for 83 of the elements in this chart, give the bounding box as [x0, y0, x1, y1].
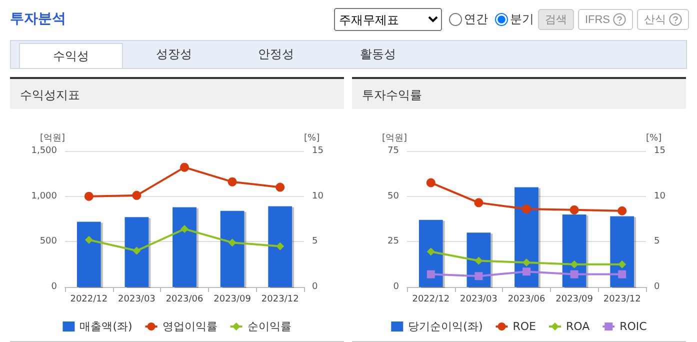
y-axis-title: [억원]: [40, 134, 65, 144]
bar: [562, 214, 586, 287]
point: [618, 260, 626, 268]
chart-title: 투자수익률: [352, 79, 686, 109]
legend-label: 매출액(좌): [80, 320, 132, 333]
text: 활동성: [359, 46, 397, 63]
text: 분기: [508, 11, 534, 28]
y-tick-label: 50: [388, 191, 400, 202]
point: [276, 182, 285, 192]
point: [570, 205, 579, 214]
text: 연간: [462, 11, 488, 28]
x-tick-label: 2023/03: [118, 294, 156, 304]
point: [522, 258, 530, 267]
y-tick-label: 75: [388, 146, 399, 156]
text: 검색: [538, 9, 574, 30]
bar: [124, 217, 149, 287]
text: IFRS: [578, 9, 633, 30]
text: 수익성: [19, 43, 123, 68]
x-tick-label: 2023/12: [603, 294, 641, 304]
point: [132, 246, 141, 255]
x-tick-label: 2022/12: [412, 294, 450, 304]
point: [276, 242, 284, 250]
point: [570, 260, 578, 268]
point: [474, 272, 483, 280]
bar: [268, 206, 292, 287]
y2-tick-label: 5: [312, 236, 318, 247]
y-tick-label: 500: [40, 236, 58, 247]
y2-axis-title: [%]: [646, 134, 662, 144]
y2-tick-label: 10: [312, 191, 324, 202]
y-tick-label: 0: [51, 282, 58, 292]
bar: [220, 210, 244, 287]
y2-tick-label: 15: [312, 146, 324, 156]
point: [180, 224, 188, 233]
y-tick-label: 0: [393, 282, 400, 292]
legend-label: 순이익률: [247, 320, 292, 333]
bar: [418, 220, 443, 287]
y2-tick-label: 10: [654, 191, 666, 202]
point: [426, 178, 436, 188]
point: [522, 204, 531, 214]
text: 산식: [637, 9, 689, 30]
point: [84, 236, 93, 244]
y2-axis-title: [%]: [304, 134, 320, 144]
bar: [610, 216, 634, 287]
text: 주재무제표: [334, 8, 442, 31]
legend-label: 영업이익률: [162, 320, 218, 333]
text: 투자분석: [10, 10, 66, 28]
point: [426, 270, 435, 278]
point: [180, 162, 189, 172]
x-tick-label: 2023/09: [214, 294, 252, 304]
point: [84, 192, 94, 201]
point: [522, 268, 530, 276]
point: [474, 198, 484, 208]
x-tick-label: 2023/09: [556, 294, 594, 304]
bar: [76, 222, 101, 287]
y-axis-title: [억원]: [382, 134, 407, 144]
x-tick-label: 2023/06: [166, 294, 204, 304]
y-tick-label: 1,500: [31, 146, 58, 156]
y2-tick-label: 0: [312, 282, 318, 292]
legend-label: ROE: [512, 320, 536, 333]
point: [228, 177, 237, 186]
y2-tick-label: 15: [654, 146, 666, 156]
legend-label: ROIC: [620, 320, 648, 333]
text: 성장성: [155, 46, 193, 63]
point: [618, 270, 626, 278]
legend-label: ROA: [566, 320, 590, 333]
point: [474, 256, 483, 265]
point: [570, 270, 578, 278]
point: [426, 248, 435, 256]
chart-title: 수익성지표: [10, 79, 344, 109]
y-tick-label: 1,000: [31, 191, 58, 202]
text: 안정성: [257, 46, 295, 63]
point: [618, 206, 627, 216]
point: [132, 190, 142, 200]
x-tick-label: 2023/06: [508, 294, 546, 304]
point: [228, 238, 236, 247]
y-tick-label: 25: [388, 236, 399, 247]
bar: [172, 207, 196, 287]
x-tick-label: 2023/12: [261, 294, 299, 304]
y2-tick-label: 5: [654, 236, 660, 247]
y2-tick-label: 0: [654, 282, 660, 292]
x-tick-label: 2022/12: [70, 294, 108, 304]
legend-label: 당기순이익(좌): [408, 320, 483, 333]
x-tick-label: 2023/03: [460, 294, 498, 304]
